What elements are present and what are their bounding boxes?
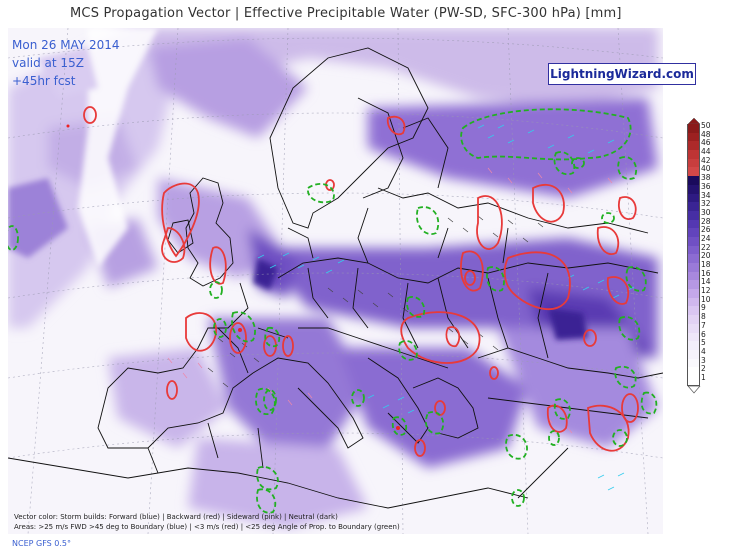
scale-tick-label: 4 (701, 346, 706, 356)
contours-green (8, 108, 658, 514)
scale-tick-label: 34 (701, 190, 711, 200)
map-title: MCS Propagation Vector | Effective Preci… (70, 6, 622, 21)
scale-tick-label: 44 (701, 147, 711, 157)
scale-swatch (687, 184, 700, 194)
scale-tick-label: 3 (701, 355, 706, 365)
scale-tick-label: 12 (701, 286, 711, 296)
scale-swatch (687, 132, 700, 142)
color-scale-ticks: 50 48 46 44 42 40 38 36 34 32 30 28 26 24 22 20 18 16 14 12… (701, 121, 711, 383)
scale-tick-label: 8 (701, 312, 706, 322)
scale-tick-label: 24 (701, 233, 711, 243)
scale-swatch (687, 297, 700, 307)
scale-tick-label: 2 (701, 364, 706, 374)
scale-swatch (687, 167, 700, 177)
scale-swatch (687, 341, 700, 350)
scale-swatch (687, 263, 700, 272)
valid-date: Mon 26 MAY 2014 (12, 38, 120, 52)
scale-swatch (687, 202, 700, 211)
scale-tick-label: 7 (701, 320, 706, 330)
model-label: NCEP GFS 0.5° (12, 539, 71, 548)
scale-swatch (687, 193, 700, 203)
scale-swatch (687, 158, 700, 168)
scale-tick-label: 36 (701, 181, 711, 191)
scale-swatch (687, 306, 700, 316)
scale-tick-label: 18 (701, 260, 711, 269)
scale-swatch (687, 176, 700, 185)
scale-swatch (687, 271, 700, 281)
scale-swatch (687, 315, 700, 324)
storm-vectors-forward (257, 124, 635, 491)
footer-vector-legend: Vector color: Storm builds: Forward (blu… (14, 513, 338, 521)
scale-tick-label: 10 (701, 294, 711, 304)
scale-swatch (687, 150, 700, 159)
scale-tick-label: 22 (701, 242, 711, 252)
scale-swatch (687, 219, 700, 229)
forecast-hour: +45hr fcst (12, 74, 76, 88)
scale-swatch (687, 289, 700, 298)
scale-swatch (687, 141, 700, 151)
scale-swatch (687, 280, 700, 290)
scale-swatch (687, 367, 700, 376)
scale-swatch (687, 323, 700, 333)
scale-tick-label: 6 (701, 329, 706, 339)
scale-tick-label: 30 (701, 207, 711, 217)
scale-swatch (687, 349, 700, 359)
pw-field-detail (8, 28, 588, 340)
color-scale (687, 124, 700, 386)
scale-tick-label: 20 (701, 251, 711, 261)
scale-tick-label: 46 (701, 138, 711, 148)
precipitable-water-map (8, 28, 663, 534)
scale-tick-label: 50 (701, 121, 711, 130)
scale-swatch (687, 375, 700, 385)
scale-tick-label: 14 (701, 277, 711, 287)
scale-bottom-arrow (687, 386, 701, 394)
scale-tick-label: 16 (701, 268, 711, 278)
map-panel (8, 28, 663, 534)
coastlines (8, 47, 663, 509)
scale-tick-label: 1 (701, 372, 706, 382)
scale-tick-label: 26 (701, 225, 711, 235)
scale-swatch (687, 358, 700, 368)
scale-swatch (687, 228, 700, 237)
valid-time: valid at 15Z (12, 56, 84, 70)
scale-tick-label: 38 (701, 173, 711, 183)
scale-tick-label: 42 (701, 155, 711, 165)
scale-tick-label: 28 (701, 216, 711, 226)
scale-swatch (687, 245, 700, 255)
scale-tick-label: 9 (701, 303, 706, 313)
graticule (8, 28, 663, 534)
footer-area-legend: Areas: >25 m/s FWD >45 deg to Boundary (… (14, 523, 400, 531)
scale-tick-label: 48 (701, 129, 711, 139)
scale-tick-label: 40 (701, 164, 711, 174)
brand-logo: LightningWizard.com (548, 63, 696, 85)
scale-swatch (687, 332, 700, 342)
scale-tick-label: 5 (701, 338, 706, 348)
scale-swatch (687, 254, 700, 263)
scale-swatch (687, 124, 700, 133)
scale-swatch (687, 236, 700, 246)
scale-top-arrow (687, 118, 701, 124)
contour-markers (66, 124, 400, 430)
scale-swatch (687, 210, 700, 220)
scale-tick-label: 32 (701, 199, 711, 209)
